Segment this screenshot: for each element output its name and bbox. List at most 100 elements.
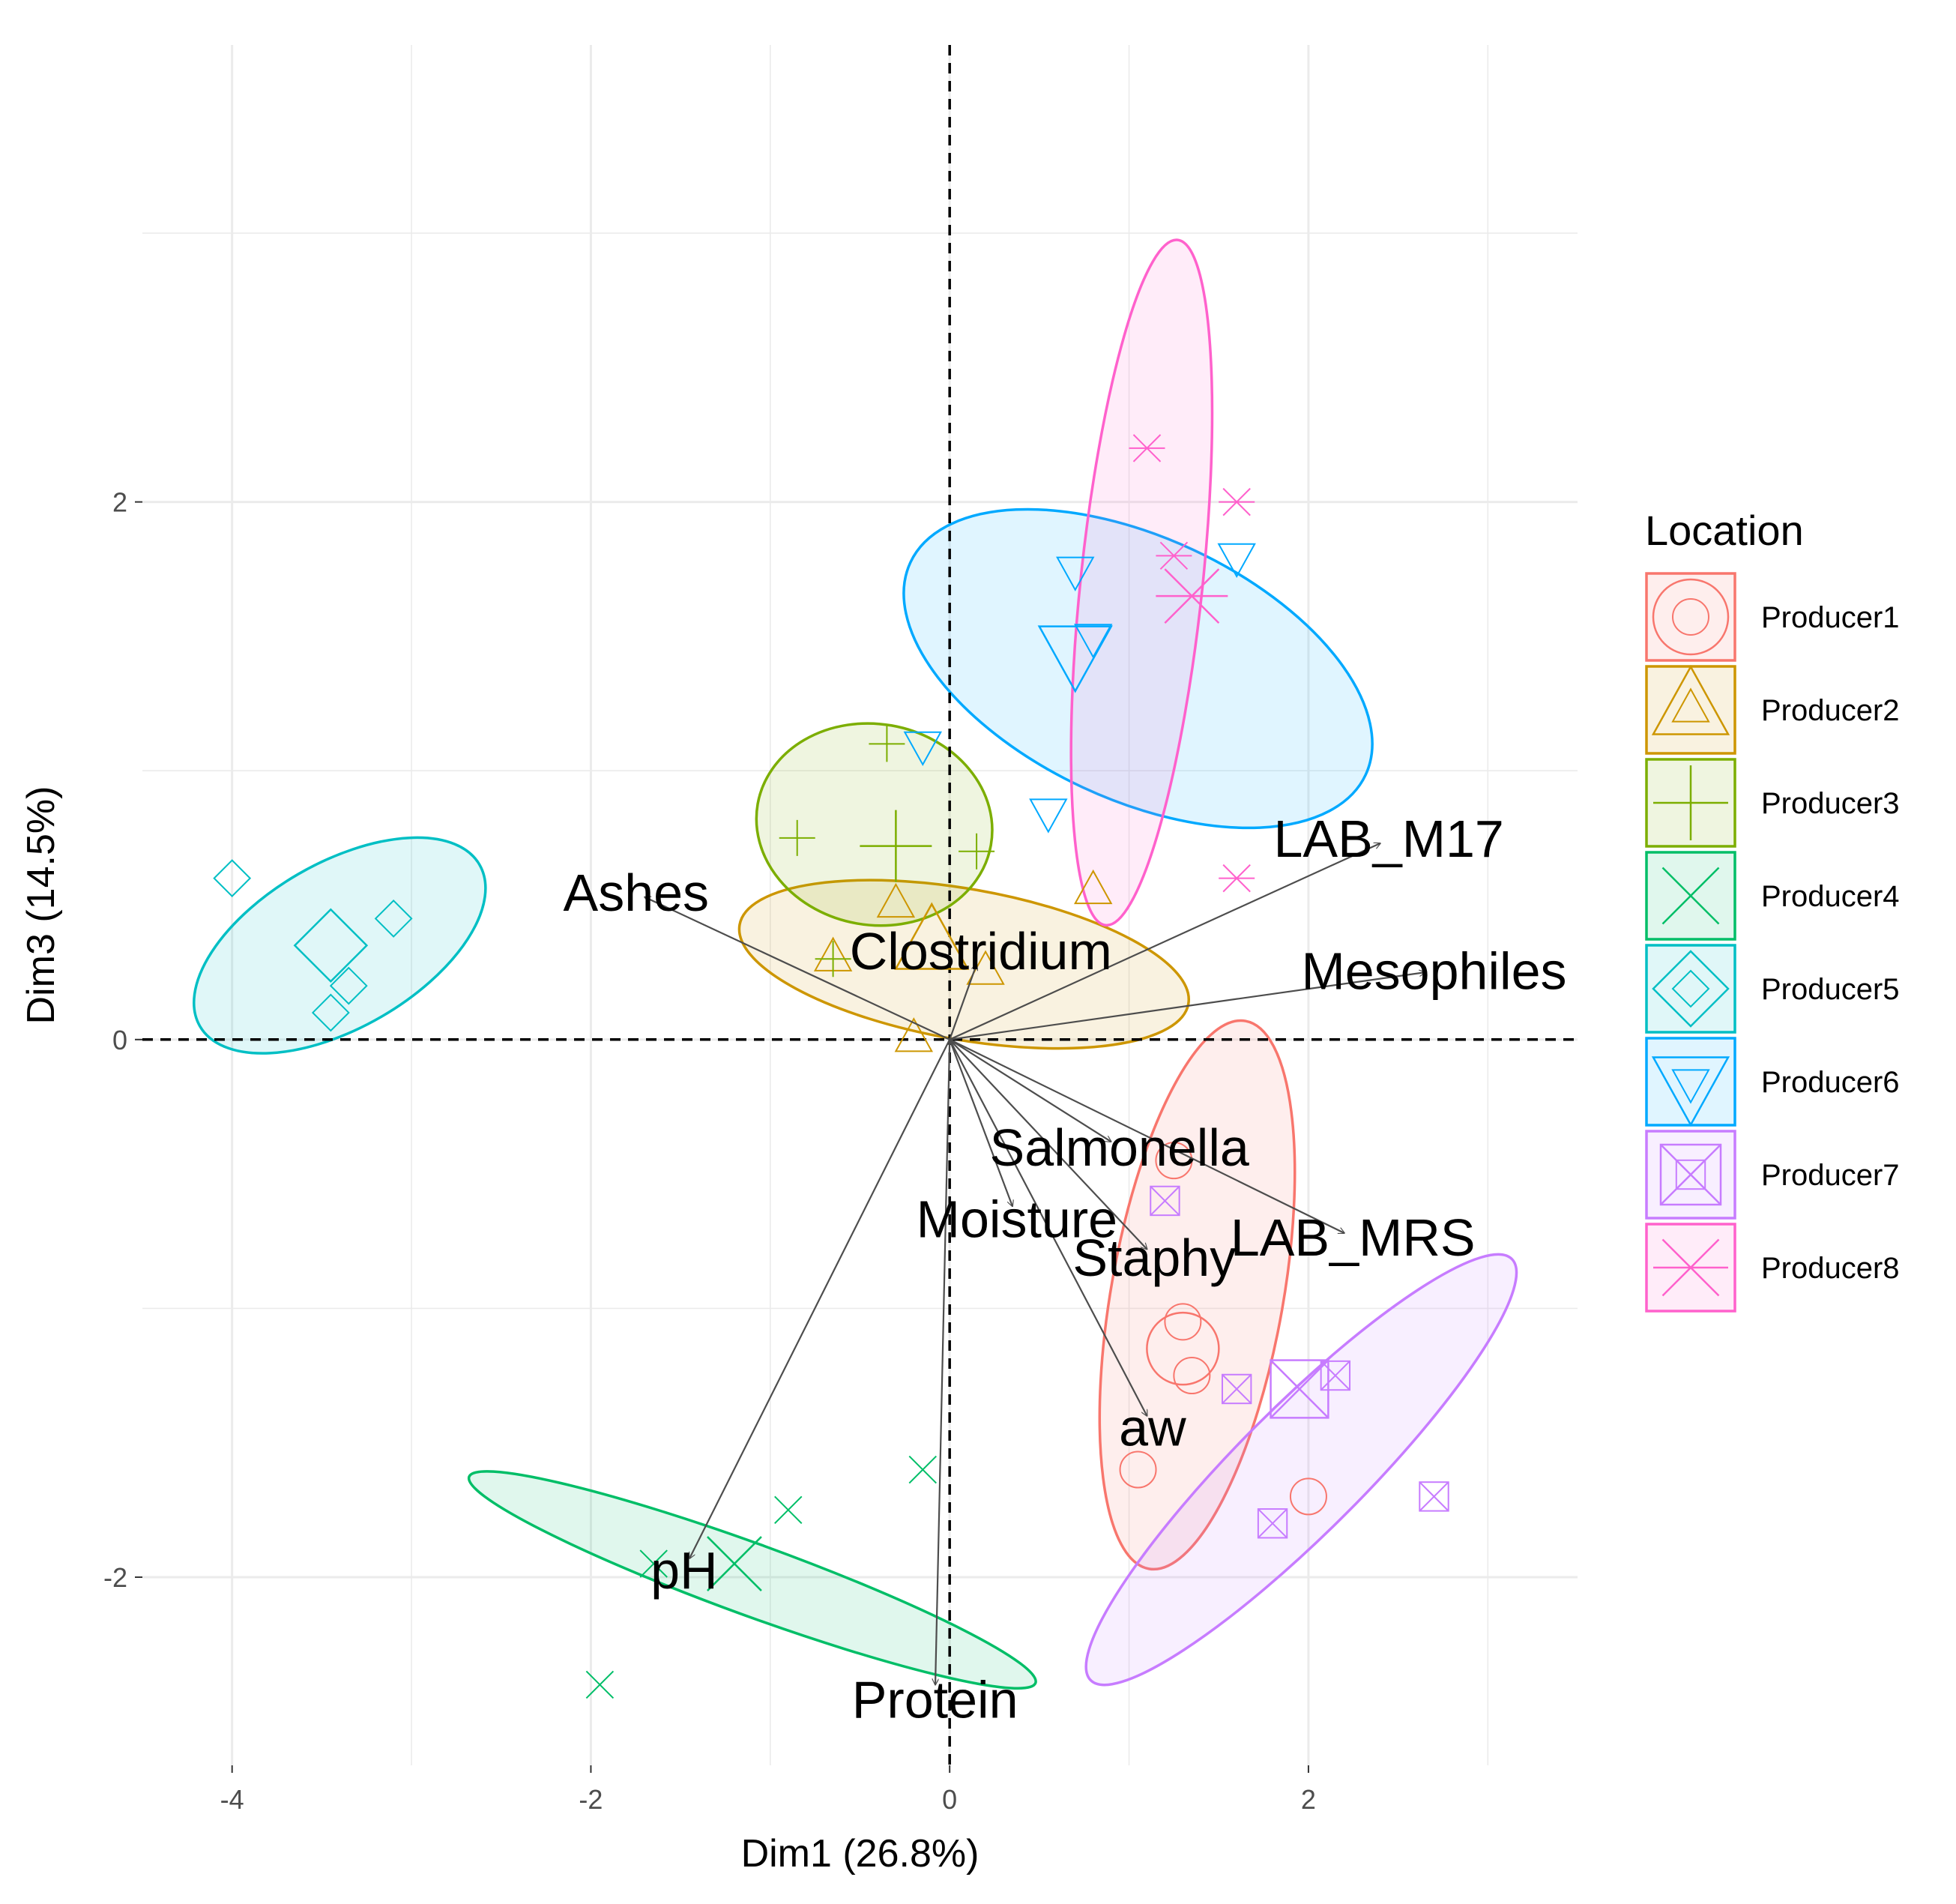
legend-key [1645, 1037, 1736, 1127]
marker-plus [815, 941, 851, 977]
point-producer7 [1257, 1508, 1288, 1539]
variable-arrows [645, 843, 1425, 1684]
marker-plus [1653, 765, 1728, 840]
y-tick-label: -2 [103, 1562, 127, 1593]
marker-square-cross [1270, 1359, 1329, 1419]
point-producer4 [774, 1495, 803, 1525]
marker-square [1675, 1159, 1706, 1190]
marker-square [1320, 1360, 1351, 1391]
marker-triangle-up [1073, 869, 1113, 905]
marker-square [1659, 1143, 1722, 1206]
legend-point-marker [1671, 969, 1710, 1008]
marker-square-cross [1660, 1144, 1721, 1205]
x-tick-label: -2 [579, 1784, 603, 1815]
point-producer1 [1155, 1142, 1193, 1180]
marker-plus [779, 819, 815, 856]
point-producer1 [1164, 1303, 1202, 1341]
marker-square-cross [1222, 1374, 1252, 1404]
legend-item-producer2: Producer2 [1645, 664, 1900, 755]
point-producer6 [1056, 556, 1095, 591]
variable-label-ph: pH [651, 1541, 717, 1600]
point-producer1 [1119, 1450, 1157, 1489]
legend-item-producer4: Producer4 [1645, 851, 1900, 941]
marker-diamond [311, 993, 350, 1032]
mean-point-producer8 [1156, 568, 1228, 624]
point-producer1 [1173, 1357, 1211, 1395]
variable-label-aw: aw [1119, 1399, 1186, 1457]
legend-item-producer3: Producer3 [1645, 758, 1900, 848]
point-producer8 [1219, 487, 1255, 516]
x-tick-label: 0 [942, 1784, 957, 1815]
point-producer1 [1289, 1477, 1327, 1516]
legend-mean-marker [1651, 1056, 1730, 1127]
mean-point-producer1 [1146, 1311, 1220, 1386]
point-producer6 [903, 731, 942, 767]
marker-diamond [329, 966, 368, 1005]
legend: Location Producer1 Producer2 Producer3 Prod… [1645, 507, 1900, 1313]
marker-triangle-up [894, 1017, 934, 1052]
marker-asterisk [1156, 568, 1228, 624]
marker-cross [908, 1455, 937, 1484]
mean-point-producer4 [707, 1536, 762, 1591]
arrow-mesophiles [950, 972, 1425, 1040]
variable-label-lab_mrs: LAB_MRS [1231, 1208, 1476, 1267]
marker-square-cross [1150, 1186, 1180, 1216]
individual-points [213, 434, 1449, 1699]
point-producer4 [585, 1670, 615, 1699]
point-producer3 [959, 833, 995, 870]
marker-asterisk [1156, 541, 1192, 570]
y-axis-title: Dim3 (14.5%) [19, 786, 63, 1025]
legend-label: Producer2 [1761, 694, 1900, 727]
legend-mean-marker [1659, 1143, 1722, 1206]
legend-point-marker [1671, 1069, 1710, 1104]
legend-label: Producer3 [1761, 787, 1900, 820]
y-tick-label: 2 [112, 487, 127, 518]
legend-item-producer1: Producer1 [1645, 572, 1900, 662]
marker-triangle-down [1651, 1056, 1730, 1127]
variable-label-staphy: Staphy [1072, 1229, 1236, 1287]
marker-triangle-down [1217, 543, 1256, 578]
point-producer5 [311, 993, 350, 1032]
legend-item-producer7: Producer7 [1645, 1130, 1900, 1220]
point-producer5 [213, 859, 252, 898]
legend-item-producer8: Producer8 [1645, 1223, 1900, 1313]
marker-circle [1119, 1450, 1157, 1489]
marker-square [1419, 1481, 1449, 1512]
marker-asterisk [1219, 864, 1255, 893]
legend-label: Producer1 [1761, 601, 1900, 634]
marker-cross [639, 1549, 668, 1578]
point-producer7 [1150, 1185, 1180, 1217]
marker-square [1150, 1185, 1180, 1217]
x-tick-label: 2 [1301, 1784, 1316, 1815]
ellipse-producer3 [755, 722, 994, 927]
legend-label: Producer4 [1761, 880, 1900, 913]
marker-diamond [1671, 969, 1710, 1008]
marker-square-cross [1419, 1481, 1449, 1512]
point-producer8 [1219, 864, 1255, 893]
marker-triangle-up [1651, 664, 1730, 735]
marker-cross [707, 1536, 762, 1591]
variable-label-clostridium: Clostridium [850, 922, 1112, 980]
point-producer8 [1156, 541, 1192, 570]
legend-label: Producer5 [1761, 973, 1900, 1006]
marker-triangle-down [1671, 1069, 1710, 1104]
arrow-staphy [949, 1039, 1147, 1250]
marker-square [1270, 1359, 1329, 1419]
arrow-lab_m17 [949, 843, 1380, 1040]
point-producer6 [1029, 798, 1068, 834]
marker-diamond [293, 908, 369, 983]
marker-plus [869, 726, 905, 762]
marker-circle [1173, 1357, 1211, 1395]
mean-point-producer2 [894, 902, 970, 970]
point-producer2 [894, 1017, 934, 1052]
axes: -4 -2 0 2 -2 0 2 [103, 487, 1316, 1815]
legend-label: Producer6 [1761, 1066, 1900, 1099]
marker-cross [1661, 867, 1720, 925]
point-producer5 [329, 966, 368, 1005]
arrow-lab_mrs [949, 1038, 1344, 1233]
marker-triangle-down [1056, 556, 1095, 591]
variable-label-ashes: Ashes [564, 864, 710, 922]
point-producer5 [374, 900, 413, 938]
marker-plus [959, 833, 995, 870]
